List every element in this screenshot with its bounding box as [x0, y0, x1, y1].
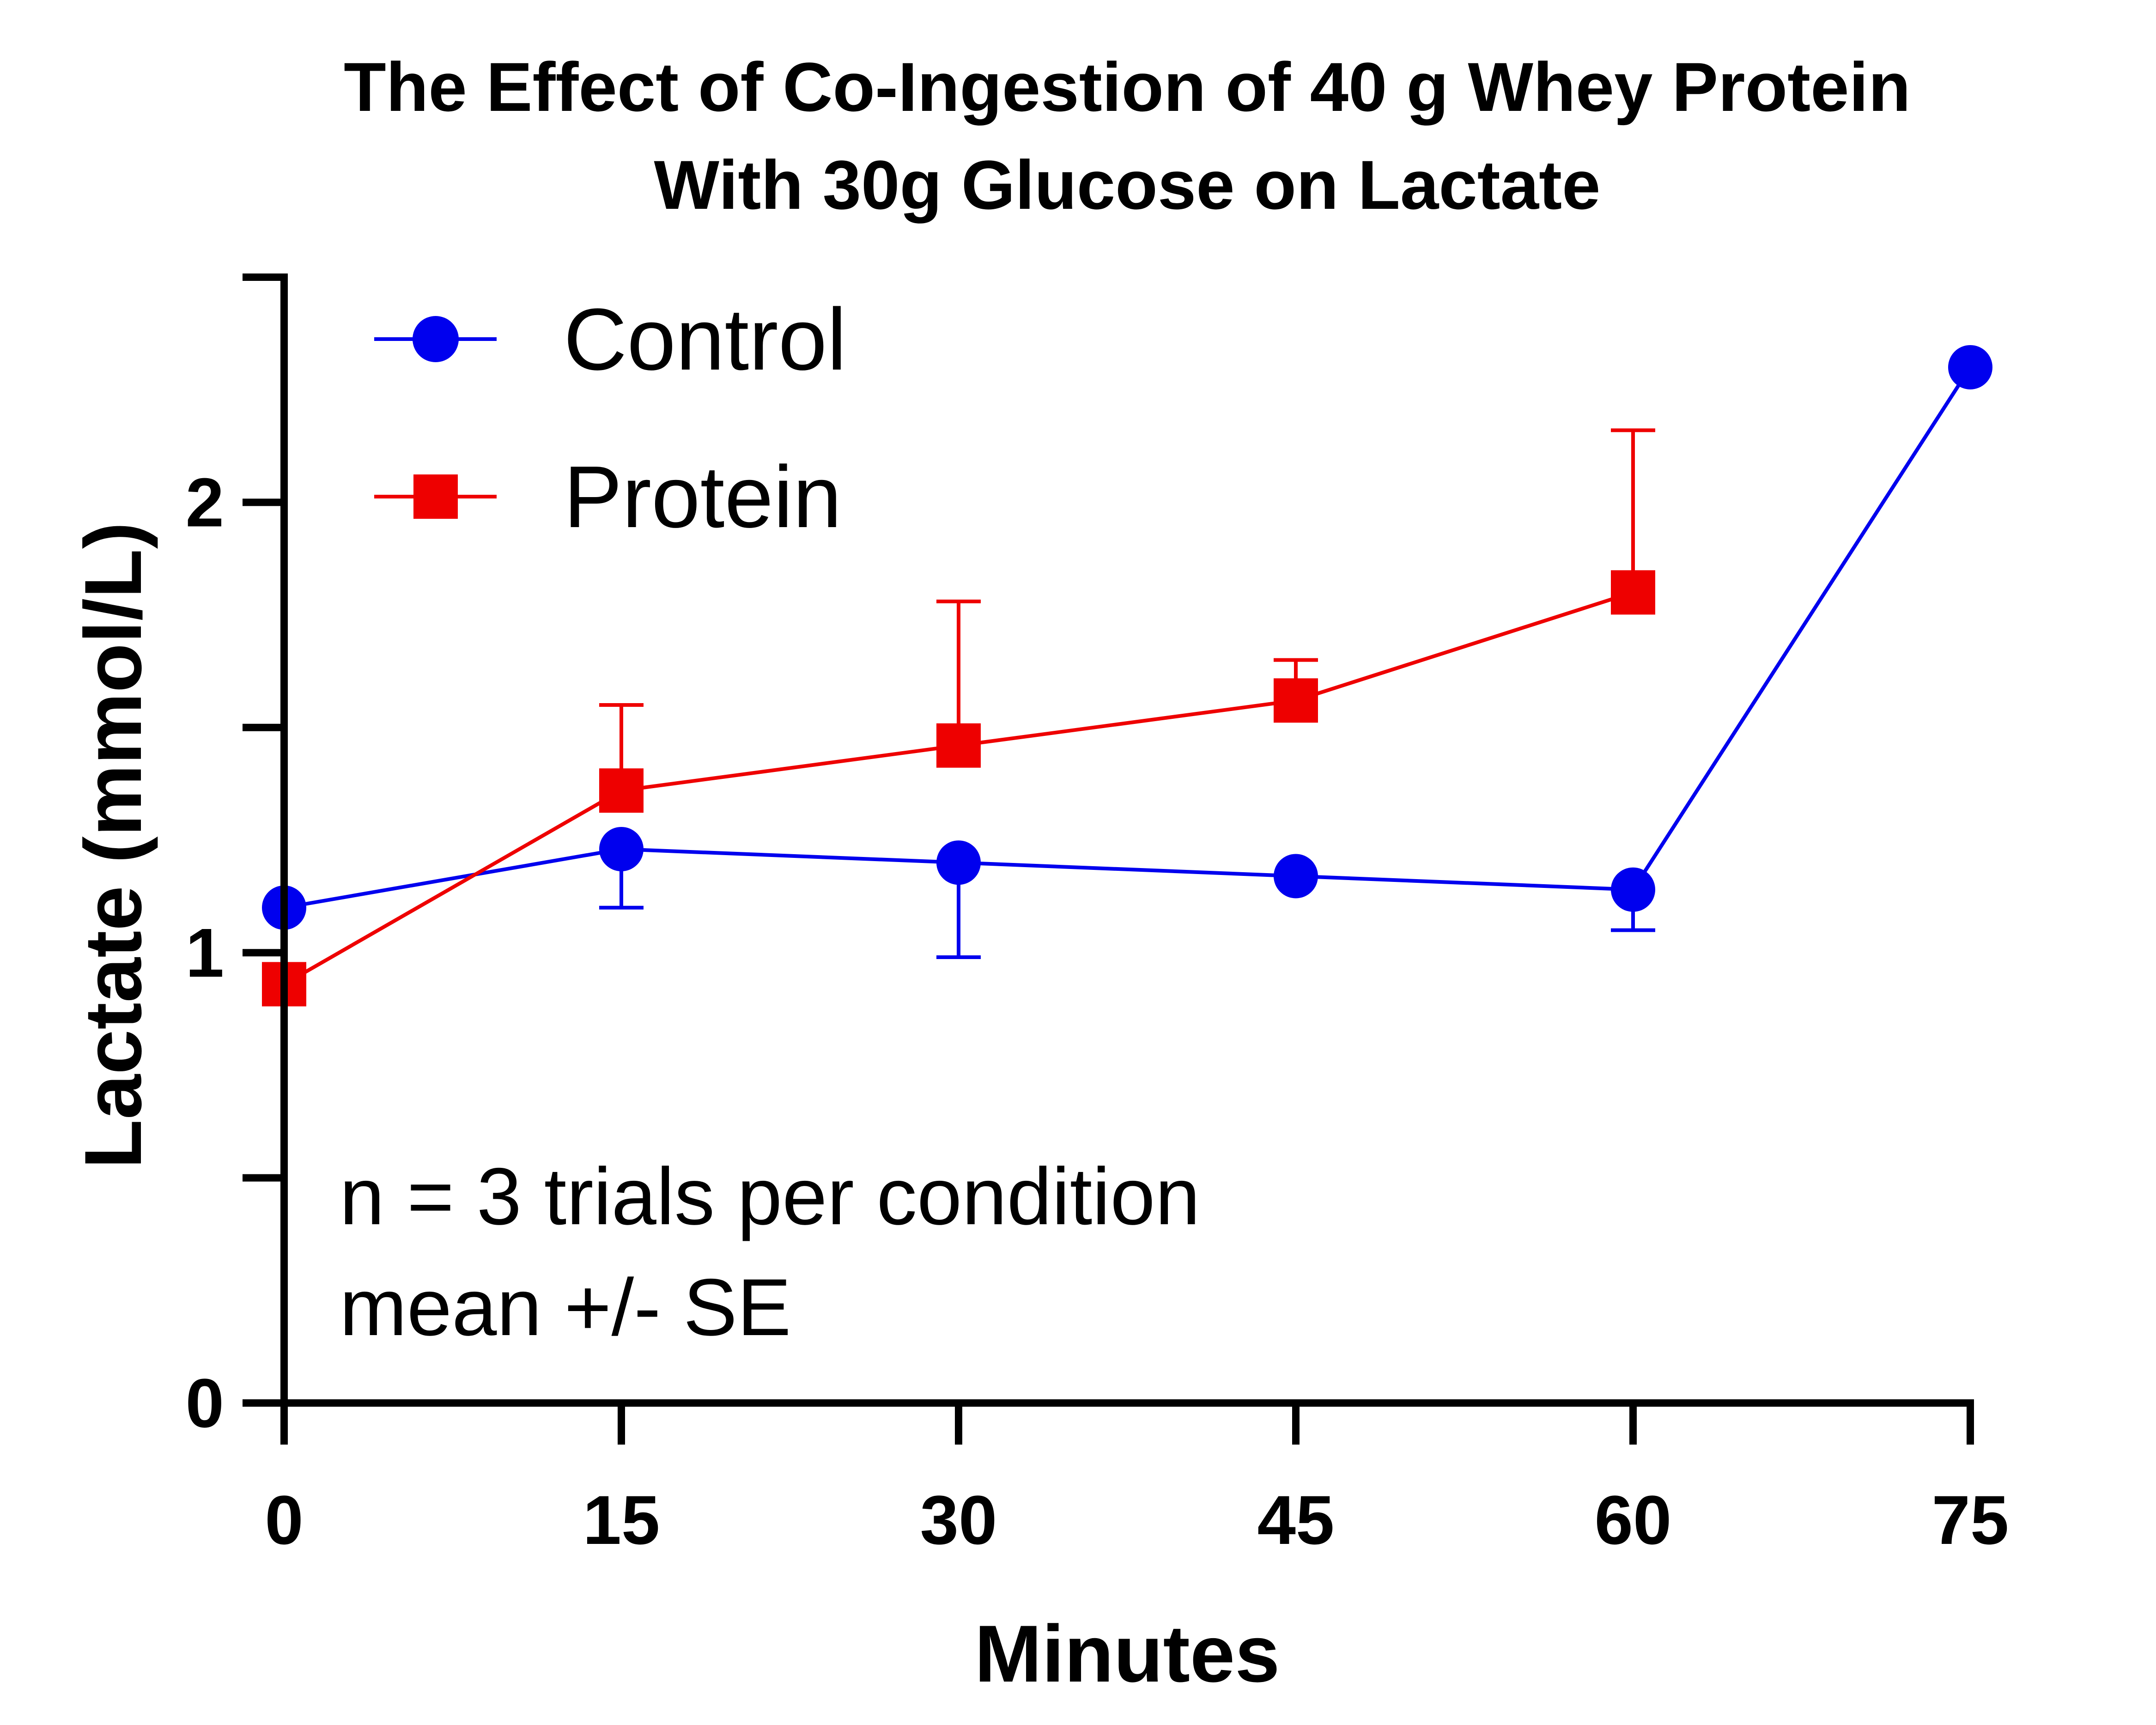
- x-tick-label: 45: [1257, 1481, 1335, 1559]
- data-point-protein: [936, 723, 981, 768]
- x-tick-label: 0: [265, 1481, 303, 1559]
- chart-title-line-1: The Effect of Co-Ingestion of 40 g Whey …: [344, 48, 1911, 126]
- series-control: [262, 345, 1992, 982]
- y-axis-title: Lactate (mmol/L): [68, 522, 158, 1169]
- x-tick-label: 30: [920, 1481, 997, 1559]
- y-axis-ticks: 0 1 2: [186, 273, 284, 1442]
- data-point-control: [599, 826, 644, 871]
- legend-item-protein: Protein: [374, 448, 842, 546]
- data-point-control: [1274, 854, 1318, 899]
- legend-marker-protein: [413, 474, 458, 519]
- x-axis-ticks: 0 15 30 45 60 75: [265, 1403, 2009, 1559]
- plot-series: [262, 345, 1992, 1007]
- data-point-protein: [1611, 570, 1655, 615]
- y-tick-label: 2: [186, 463, 224, 541]
- chart-title: The Effect of Co-Ingestion of 40 g Whey …: [344, 48, 1911, 224]
- y-tick-label: 1: [186, 914, 224, 991]
- chart-title-line-2: With 30g Glucose on Lactate: [654, 146, 1600, 224]
- series-line-control: [284, 366, 1972, 910]
- x-tick-label: 60: [1595, 1481, 1672, 1559]
- data-point-control: [1948, 345, 1992, 389]
- legend: Control Protein: [374, 291, 847, 546]
- axes: 0 1 2 0 15 30 45 60 75: [186, 273, 2009, 1559]
- annotations: n = 3 trials per condition mean +/- SE: [340, 1152, 1200, 1353]
- x-axis-title: Minutes: [974, 1609, 1280, 1699]
- annotation-error-type: mean +/- SE: [340, 1263, 791, 1353]
- data-point-protein: [1274, 678, 1318, 723]
- legend-label-control: Control: [564, 291, 847, 389]
- annotation-sample-size: n = 3 trials per condition: [340, 1152, 1200, 1242]
- x-tick-label: 75: [1932, 1481, 2009, 1559]
- data-point-control: [1611, 867, 1655, 912]
- data-point-protein: [599, 768, 644, 813]
- legend-marker-control: [413, 316, 459, 362]
- legend-item-control: Control: [374, 291, 847, 389]
- legend-label-protein: Protein: [564, 448, 842, 546]
- x-tick-label: 15: [583, 1481, 660, 1559]
- data-point-control: [936, 840, 981, 885]
- y-tick-label: 0: [186, 1364, 224, 1442]
